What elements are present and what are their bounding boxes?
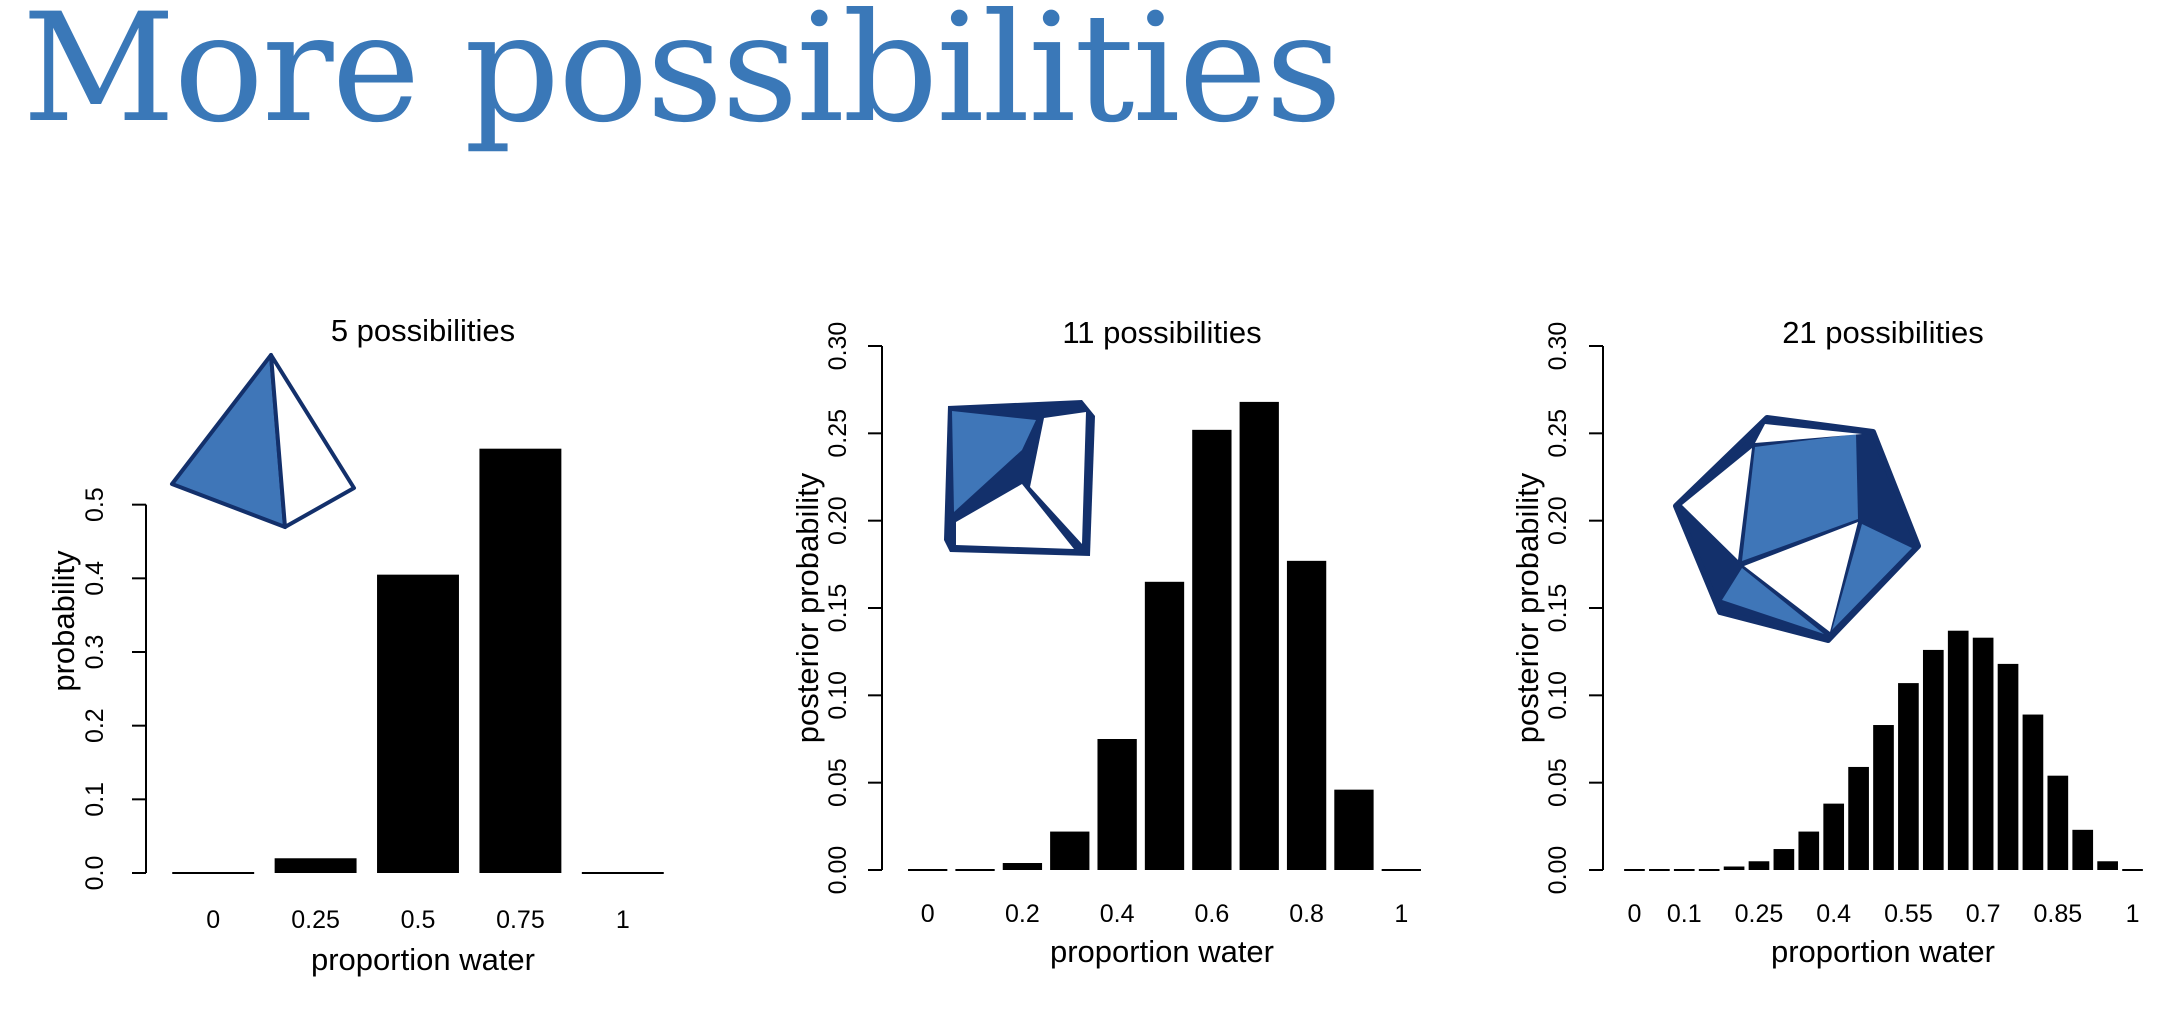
x-axis-label: proportion water	[311, 942, 535, 977]
y-tick-label: 0.4	[81, 561, 109, 596]
y-tick-label: 0.20	[1544, 496, 1572, 545]
y-tick-label: 0.05	[1544, 758, 1572, 807]
x-tick-label: 0	[1627, 900, 1641, 928]
y-tick-label: 0.15	[1544, 584, 1572, 633]
slide-title: More possibilities	[22, 0, 1342, 156]
bar	[1823, 803, 1845, 870]
y-tick-label: 0.1	[81, 782, 109, 817]
bar	[1144, 581, 1185, 870]
bar	[1286, 560, 1327, 870]
bar	[1972, 637, 1994, 870]
bar	[1097, 739, 1137, 870]
y-axis-label: posterior probability	[790, 472, 825, 743]
bar	[1748, 861, 1770, 870]
twenty-sided-die-icon	[1673, 415, 1921, 643]
chart-21-possibilities: 21 possibilities proportion water poster…	[1510, 315, 2143, 969]
bar	[1898, 683, 1919, 870]
bar	[274, 858, 357, 873]
bar	[1002, 863, 1043, 870]
x-tick-label: 0.5	[401, 906, 436, 934]
y-tick-label: 0.00	[824, 846, 852, 895]
x-tick-label: 0.2	[1005, 900, 1040, 928]
x-tick-label: 0.6	[1194, 900, 1229, 928]
bar	[1922, 649, 1944, 870]
bar	[1239, 401, 1279, 870]
x-tick-label: 0.7	[1966, 900, 2001, 928]
x-tick-label: 0.1	[1667, 900, 1702, 928]
bar	[1723, 866, 1745, 870]
y-tick-label: 0.30	[824, 322, 852, 371]
x-tick-label: 0.55	[1884, 900, 1933, 928]
x-tick-label: 0.8	[1289, 900, 1324, 928]
y-tick-label: 0.10	[824, 671, 852, 720]
x-tick-label: 0.4	[1816, 900, 1851, 928]
y-tick-label: 0.25	[1544, 409, 1572, 458]
tetrahedron-die-icon	[170, 353, 356, 529]
x-tick-label: 1	[616, 906, 630, 934]
bar	[2022, 714, 2044, 870]
bar	[2097, 861, 2118, 870]
y-tick-label: 0.00	[1544, 846, 1572, 895]
bar	[1873, 725, 1894, 870]
x-tick-label: 0.75	[496, 906, 545, 934]
chart-title: 21 possibilities	[1782, 315, 1984, 350]
y-tick-label: 0.5	[81, 487, 109, 522]
y-tick-label: 0.3	[81, 635, 109, 670]
y-axis-label: posterior probability	[1510, 472, 1545, 743]
x-tick-label: 0.25	[291, 906, 340, 934]
x-tick-label: 1	[1394, 900, 1408, 928]
x-tick-label: 0.4	[1100, 900, 1135, 928]
y-tick-label: 0.2	[81, 708, 109, 743]
y-tick-label: 0.25	[824, 409, 852, 458]
y-tick-label: 0.20	[824, 496, 852, 545]
bar	[479, 448, 562, 873]
y-tick-label: 0.0	[81, 856, 109, 891]
bar	[1798, 831, 1820, 870]
bar	[1947, 630, 1969, 870]
x-axis-label: proportion water	[1050, 934, 1274, 969]
y-tick-label: 0.30	[1544, 322, 1572, 371]
bar	[1192, 429, 1232, 870]
bar	[1848, 766, 1869, 870]
chart-title: 5 possibilities	[331, 313, 515, 348]
x-tick-label: 1	[2126, 900, 2140, 928]
bar	[1050, 831, 1090, 870]
bar	[2047, 775, 2069, 870]
x-axis-label: proportion water	[1771, 934, 1995, 969]
bar	[2072, 829, 2094, 870]
ten-sided-die-icon	[944, 400, 1095, 556]
chart-5-possibilities: 5 possibilities proportion water probabi…	[46, 313, 664, 977]
x-tick-label: 0.25	[1735, 900, 1784, 928]
chart-11-possibilities: 11 possibilities proportion water poster…	[790, 315, 1421, 969]
x-tick-label: 0	[921, 900, 935, 928]
y-tick-label: 0.05	[824, 758, 852, 807]
chart-title: 11 possibilities	[1062, 315, 1261, 350]
bar	[377, 574, 459, 873]
bar	[1773, 849, 1795, 870]
bar	[1334, 789, 1374, 870]
y-axis-label: probability	[46, 550, 81, 692]
bar	[1997, 663, 2019, 870]
y-tick-label: 0.10	[1544, 671, 1572, 720]
x-tick-label: 0	[206, 906, 220, 934]
x-tick-label: 0.85	[2033, 900, 2082, 928]
y-tick-label: 0.15	[824, 584, 852, 633]
